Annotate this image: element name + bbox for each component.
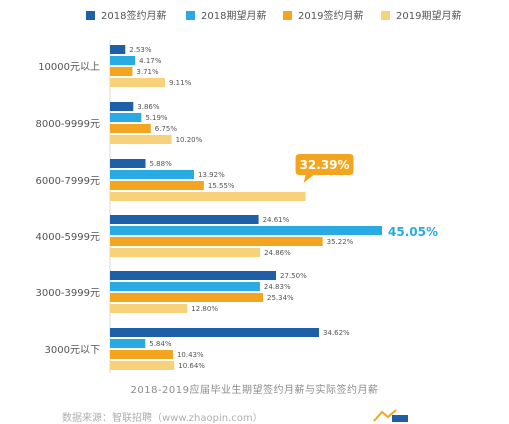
bar-6-2 — [110, 339, 146, 348]
value-label-6-1: 34.62% — [323, 329, 350, 337]
watermark-logo — [373, 409, 408, 422]
bar-4-3 — [110, 237, 323, 246]
legend-swatch-4 — [381, 11, 390, 20]
value-label-3-3: 15.55% — [208, 182, 235, 190]
legend-label-1: 2018签约月薪 — [101, 9, 166, 22]
value-label-6-4: 10.64% — [178, 362, 205, 370]
bar-4-2 — [110, 226, 382, 235]
value-label-6-3: 10.43% — [177, 351, 204, 359]
category-label-3: 6000-7999元 — [35, 176, 100, 187]
bar-6-4 — [110, 361, 175, 370]
value-label-1-1: 2.53% — [129, 46, 152, 54]
value-label-4-4: 24.86% — [264, 249, 291, 257]
value-label-5-2: 24.83% — [264, 283, 291, 291]
value-label-1-2: 4.17% — [139, 57, 162, 65]
category-label-6: 3000元以下 — [45, 345, 100, 356]
legend-label-2: 2018期望月薪 — [201, 9, 266, 22]
data-source-note: 数据来源：智联招聘（www.zhaopin.com） — [62, 413, 263, 424]
bar-3-4 — [110, 192, 306, 201]
legend-label-3: 2019签约月薪 — [298, 9, 363, 22]
bar-6-3 — [110, 350, 173, 359]
bar-1-1 — [110, 45, 126, 54]
category-label-2: 8000-9999元 — [35, 119, 100, 130]
callout-bubble-1 — [295, 154, 354, 183]
category-label-4: 4000-5999元 — [35, 232, 100, 243]
bar-3-2 — [110, 170, 195, 179]
bar-2-2 — [110, 113, 142, 122]
value-label-2-3: 6.75% — [155, 125, 178, 133]
bar-3-3 — [110, 181, 204, 190]
value-label-5-1: 27.50% — [280, 272, 307, 280]
bar-1-2 — [110, 56, 136, 65]
category-label-1: 10000元以上 — [38, 61, 100, 73]
bar-5-2 — [110, 282, 260, 291]
value-label-2-1: 3.86% — [137, 103, 160, 111]
bar-1-3 — [110, 67, 133, 76]
legend-swatch-2 — [186, 11, 195, 20]
bar-6-1 — [110, 328, 320, 337]
bar-1-4 — [110, 78, 166, 87]
bar-4-4 — [110, 248, 261, 257]
chart-caption: 2018-2019应届毕业生期望签约月薪与实际签约月薪 — [130, 385, 379, 396]
value-label-4-3: 35.22% — [327, 238, 354, 246]
value-label-6-2: 5.84% — [149, 340, 172, 348]
value-label-4-1: 24.61% — [263, 216, 290, 224]
value-label-3-1: 5.88% — [150, 160, 173, 168]
legend: 2018签约月薪 2018期望月薪 2019签约月薪 2019期望月薪 — [86, 9, 461, 22]
legend-label-4: 2019期望月薪 — [396, 9, 461, 22]
bar-2-1 — [110, 102, 134, 111]
value-label-1-3: 3.71% — [136, 68, 159, 76]
bar-4-1 — [110, 215, 259, 224]
bar-2-4 — [110, 135, 172, 144]
bar-5-1 — [110, 271, 277, 280]
value-label-1-4: 9.11% — [169, 79, 192, 87]
plot-area: 10000元以上 2.53% 4.17% 3.71% 9.11% 8000-9999元 3.… — [35, 40, 438, 373]
legend-swatch-3 — [283, 11, 292, 20]
callout-text-1: 32.39% — [300, 158, 350, 172]
legend-swatch-1 — [86, 11, 95, 20]
callout-text-2: 45.05% — [388, 225, 438, 239]
bar-5-3 — [110, 293, 263, 302]
value-label-3-2: 13.92% — [198, 171, 225, 179]
bar-3-1 — [110, 159, 146, 168]
value-label-2-2: 5.19% — [145, 114, 168, 122]
bar-5-4 — [110, 304, 188, 313]
bar-2-3 — [110, 124, 151, 133]
value-label-5-4: 12.80% — [191, 305, 218, 313]
value-label-2-4: 10.20% — [176, 136, 203, 144]
category-label-5: 3000-3999元 — [35, 288, 100, 299]
value-label-5-3: 25.34% — [267, 294, 294, 302]
